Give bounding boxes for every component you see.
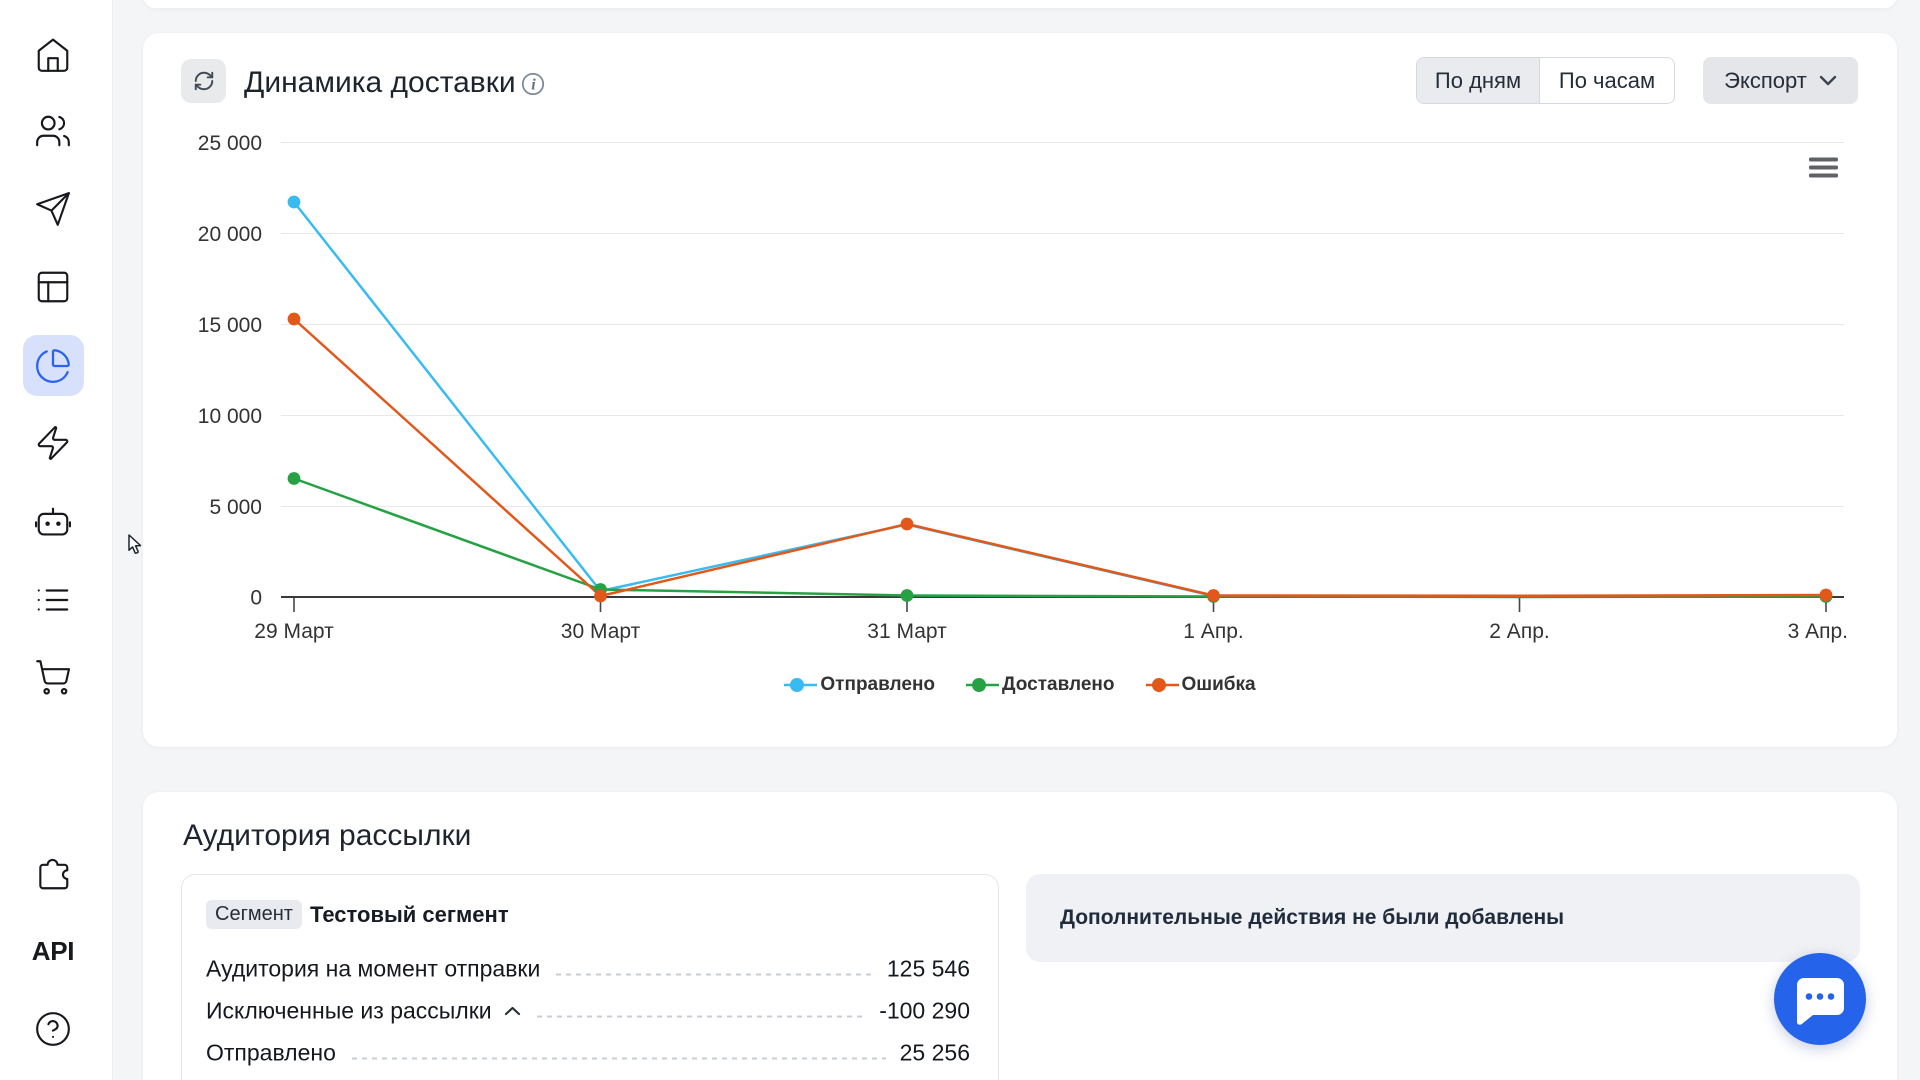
svg-text:i: i bbox=[531, 77, 536, 94]
